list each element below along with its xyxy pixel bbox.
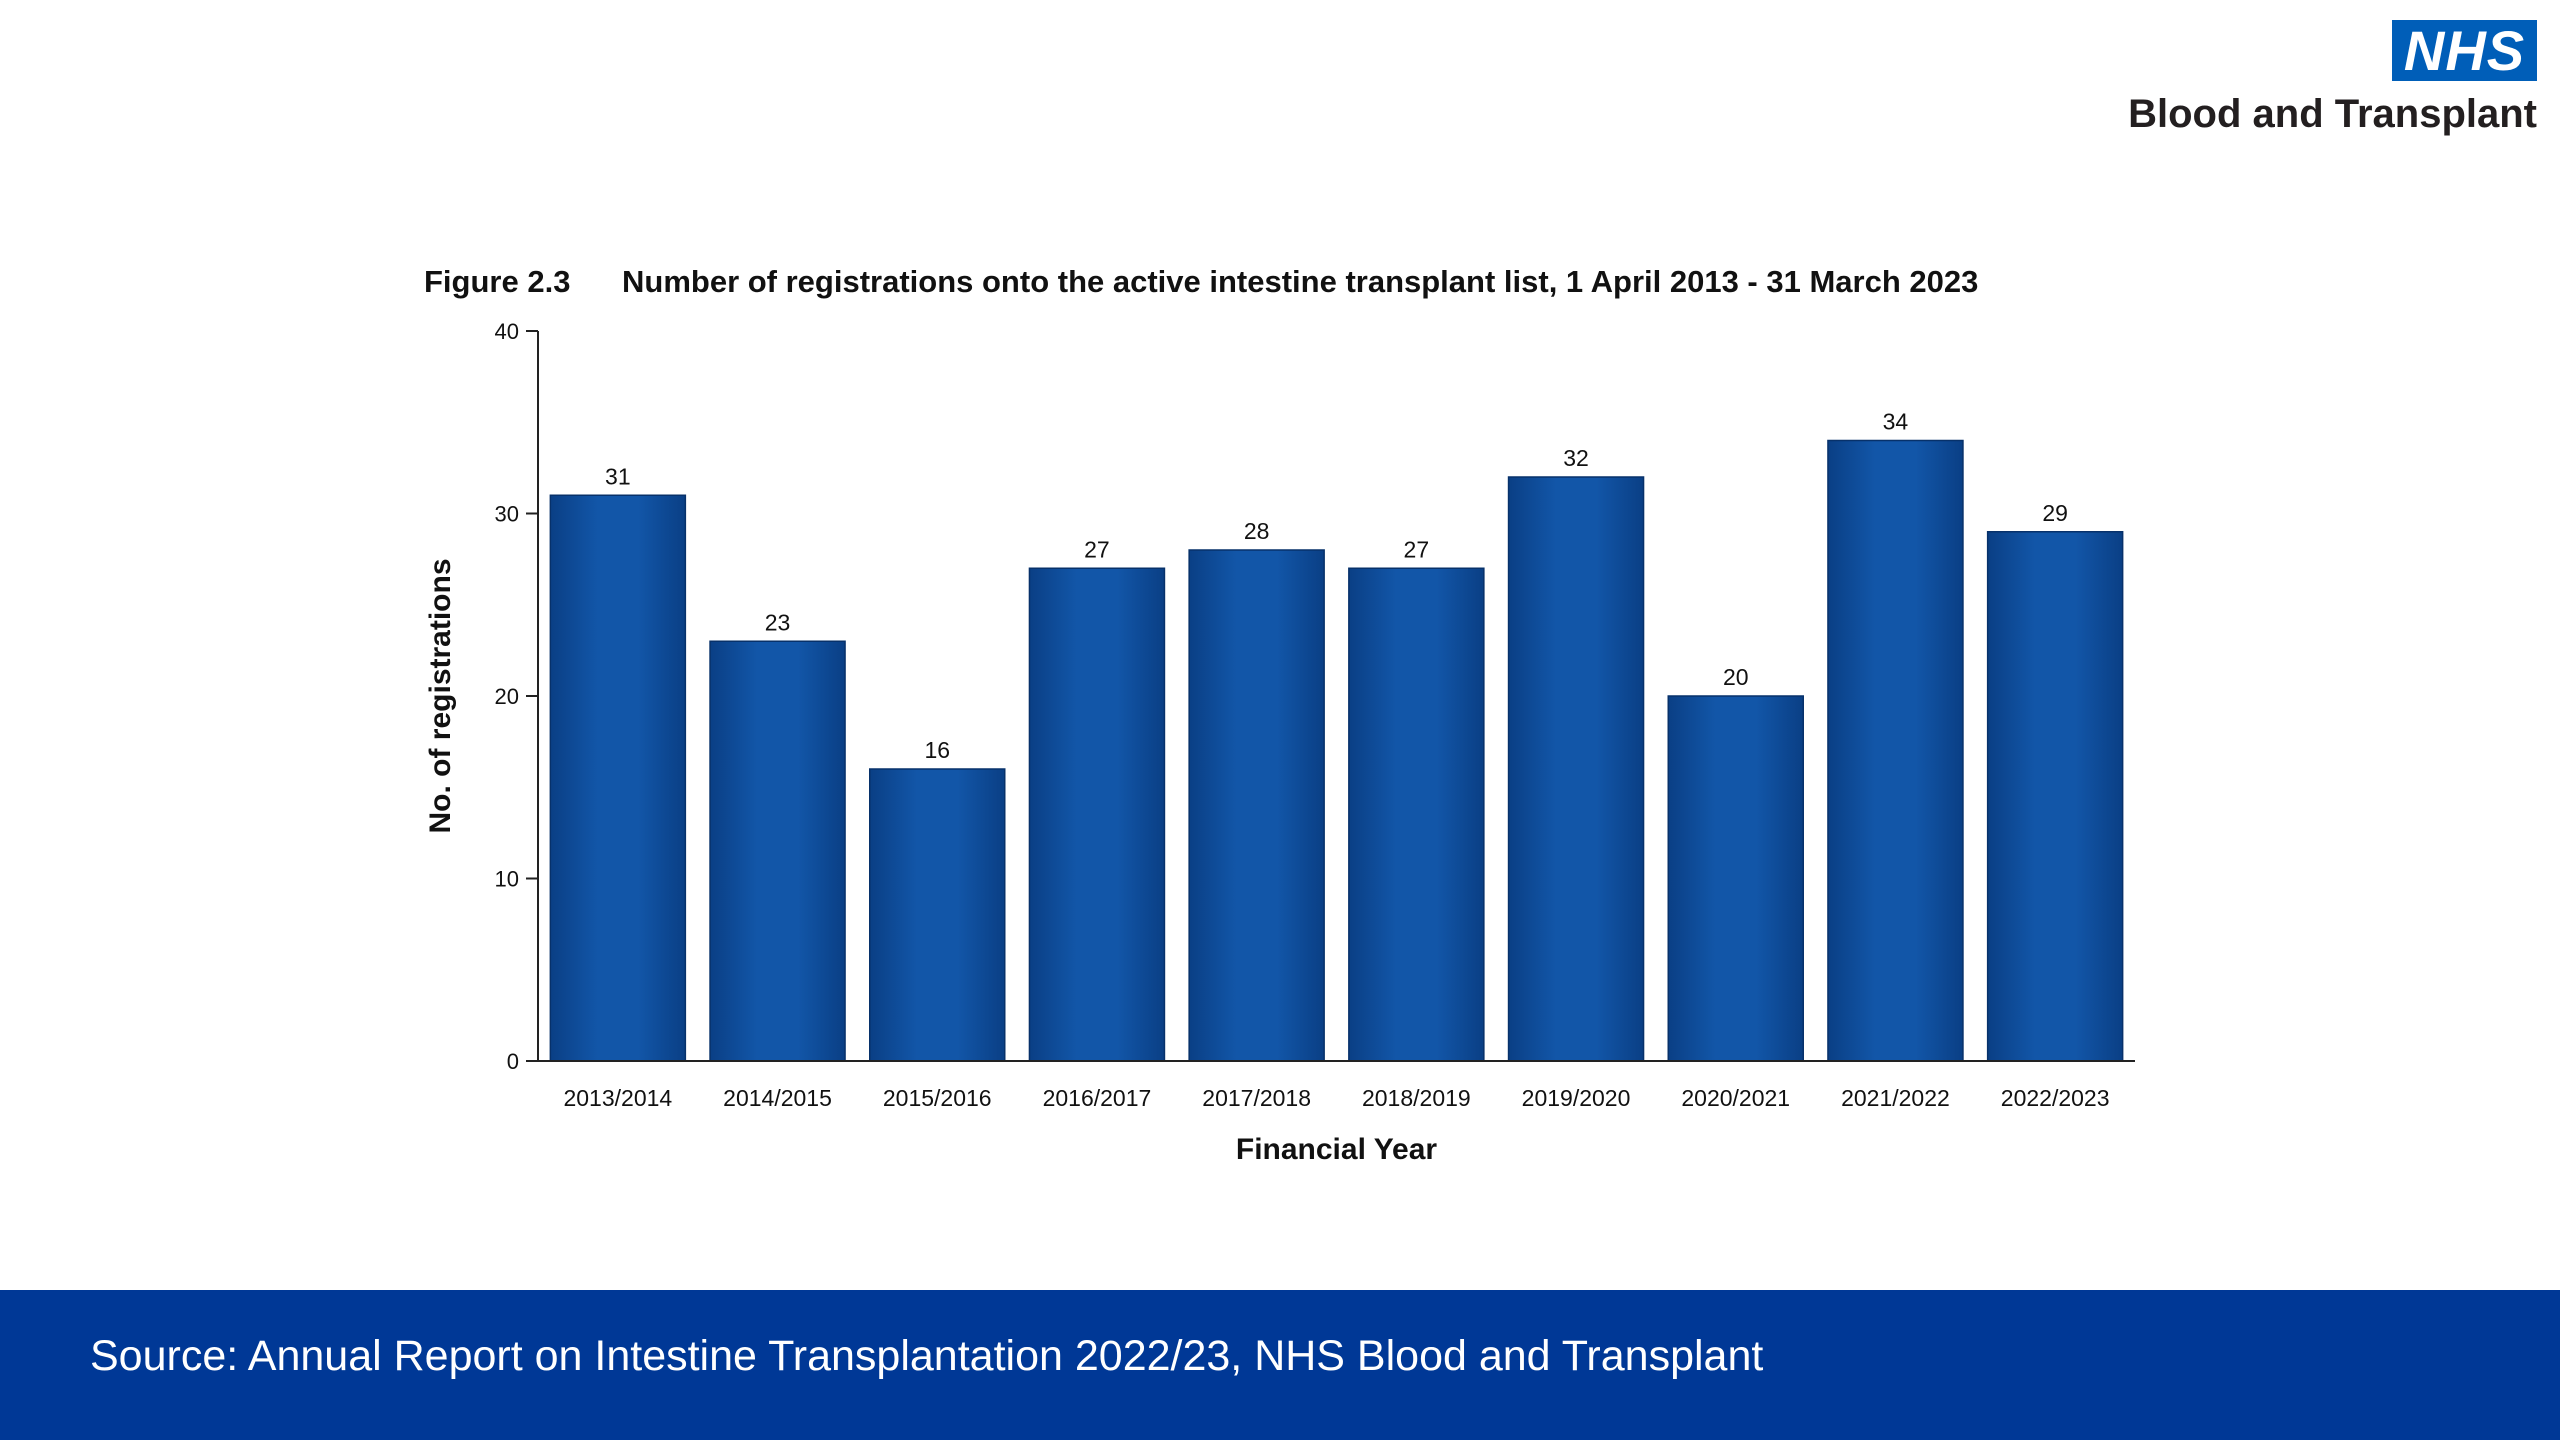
data-label-2020-2021: 20 (1723, 664, 1749, 690)
data-label-2013-2014: 31 (605, 463, 631, 489)
source-footer: Source: Annual Report on Intestine Trans… (0, 1290, 2560, 1440)
y-tick-label-20: 20 (495, 684, 519, 709)
y-tick-label-40: 40 (495, 319, 519, 344)
x-tick-label-2016-2017: 2016/2017 (1043, 1085, 1152, 1111)
data-label-2022-2023: 29 (2042, 500, 2068, 526)
data-label-2018-2019: 27 (1404, 536, 1430, 562)
data-label-2015-2016: 16 (924, 737, 950, 763)
data-label-2021-2022: 34 (1883, 409, 1909, 435)
bar-2019-2020 (1507, 476, 1645, 1062)
nhsbt-logo: NHS Blood and Transplant (2117, 20, 2537, 140)
bars-group (549, 439, 2124, 1062)
data-label-2014-2015: 23 (765, 609, 791, 635)
data-label-2016-2017: 27 (1084, 536, 1110, 562)
nhs-logo-text: NHS (2403, 18, 2526, 82)
bar-chart: 31 2013/2014 23 2014/2015 16 2015/2016 27 2016/… (424, 319, 2135, 1166)
x-axis-title: Financial Year (1236, 1133, 1438, 1166)
x-tick-label-2014-2015: 2014/2015 (723, 1085, 832, 1111)
data-label-2019-2020: 32 (1563, 445, 1589, 471)
bar-2015-2016 (869, 768, 1006, 1062)
bar-2020-2021 (1667, 695, 1804, 1062)
x-tick-label-2020-2021: 2020/2021 (1681, 1085, 1790, 1111)
bar-2013-2014 (549, 494, 687, 1062)
chart-title-text: Number of registrations onto the active … (622, 264, 1979, 299)
x-tick-label-2021-2022: 2021/2022 (1841, 1085, 1950, 1111)
bar-2014-2015 (709, 640, 846, 1062)
data-label-2017-2018: 28 (1244, 518, 1270, 544)
x-tick-label-2022-2023: 2022/2023 (2001, 1085, 2110, 1111)
chart-title: Figure 2.3 Number of registrations onto t… (424, 264, 1978, 300)
y-tick-label-30: 30 (495, 502, 519, 527)
y-axis-title: No. of registrations (424, 558, 457, 833)
figure-label: Figure 2.3 (424, 264, 571, 299)
axes-group (526, 330, 2135, 1062)
x-tick-label-2013-2014: 2013/2014 (563, 1085, 672, 1111)
x-tick-label-2019-2020: 2019/2020 (1522, 1085, 1631, 1111)
bar-2016-2017 (1028, 567, 1166, 1062)
bar-2022-2023 (1986, 531, 2124, 1062)
nhs-logo-box: NHS (2392, 20, 2537, 81)
x-tick-label-2017-2018: 2017/2018 (1202, 1085, 1311, 1111)
bar-2017-2018 (1188, 549, 1325, 1062)
bar-2021-2022 (1827, 439, 1964, 1062)
y-tick-label-10: 10 (495, 867, 519, 892)
bar-2018-2019 (1348, 567, 1485, 1062)
labels-group: 31 2013/2014 23 2014/2015 16 2015/2016 27 2016/… (424, 319, 2110, 1166)
logo-subtitle: Blood and Transplant (2128, 92, 2537, 136)
y-tick-label-0: 0 (507, 1049, 519, 1074)
source-text: Source: Annual Report on Intestine Trans… (90, 1332, 1764, 1380)
x-tick-label-2015-2016: 2015/2016 (883, 1085, 992, 1111)
x-tick-label-2018-2019: 2018/2019 (1362, 1085, 1471, 1111)
